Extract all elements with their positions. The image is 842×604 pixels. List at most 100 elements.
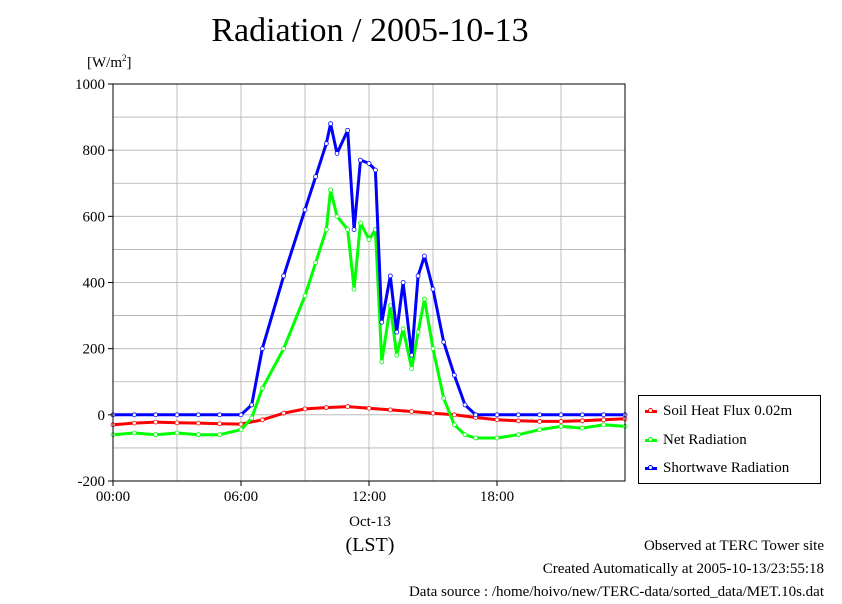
data-point [351,286,357,292]
data-point [153,412,159,418]
data-point [579,425,585,431]
data-point [451,412,457,418]
data-point [358,157,363,163]
data-point [451,372,457,378]
data-point [409,409,415,414]
y-tick-label: 0 [98,408,106,424]
footer-observed: Observed at TERC Tower site [643,538,824,554]
data-point [281,346,287,352]
data-point [195,432,201,438]
data-point [302,406,308,412]
data-point [400,280,406,285]
data-point [249,415,255,421]
data-point [601,412,607,418]
data-point [515,418,521,424]
data-point [515,412,521,418]
data-point [195,412,201,418]
y-tick-label: 800 [83,143,106,159]
data-point [131,430,137,436]
data-point [394,329,400,335]
data-point [409,366,415,371]
data-point [174,430,180,436]
data-point [494,417,500,423]
data-point [238,412,244,418]
data-point [558,412,564,418]
data-point [441,339,447,345]
data-point [323,141,329,146]
x-axis-label: (LST) [346,534,395,556]
data-point [345,404,351,409]
data-point [558,419,564,424]
data-point [409,352,415,358]
x-tick-label: 18:00 [480,489,514,505]
y-tick-label: 600 [83,209,106,225]
data-point [351,227,357,232]
data-point [379,359,385,365]
data-point [259,346,265,352]
data-point [430,410,436,416]
data-point [238,421,244,427]
data-point [451,422,457,428]
data-point [334,151,340,156]
x-tick-label: 00:00 [96,489,130,505]
data-point [494,435,500,441]
data-point [387,407,393,413]
data-point [153,432,159,438]
legend-swatch-green [645,436,657,442]
data-point [249,402,255,408]
data-point [415,273,421,279]
chart-title: Radiation / 2005-10-13 [211,12,529,49]
data-point [345,127,351,133]
data-point [174,420,180,426]
y-tick-label: 200 [83,342,106,358]
footer-created: Created Automatically at 2005-10-13/23:5… [542,561,824,577]
x-tick-label: 12:00 [352,489,386,505]
data-point [394,352,400,358]
data-point [328,121,334,127]
legend-swatch-red [645,407,657,413]
data-point [153,419,159,425]
data-point [259,417,265,423]
data-point [579,418,585,424]
data-point [537,412,543,418]
data-point [441,395,447,401]
legend-label: Shortwave Radiation [663,459,790,476]
tick-layer: -200 0 200 400 600 800 1000 00:00 06:00 12:00 18:0… [75,77,514,505]
x-tick-label: 06:00 [224,489,258,505]
data-point [174,412,180,418]
data-point [238,427,244,433]
legend-item-soil-heat-flux: Soil Heat Flux 0.02m [645,400,792,422]
legend-swatch-blue [645,464,657,470]
data-point [302,207,308,213]
data-point [358,220,363,226]
footer-source: Data source : /home/hoivo/new/TERC-data/… [408,584,824,600]
data-point [131,420,137,426]
data-point [430,286,436,292]
data-point [372,167,378,173]
data-point [400,326,406,332]
y-tick-label: -200 [78,474,106,490]
data-point [462,402,468,408]
data-point [366,237,372,242]
data-point [281,273,287,279]
data-point [494,412,500,418]
data-point [473,435,479,441]
data-point [217,412,223,418]
data-point [323,227,329,232]
data-point [515,432,521,438]
data-point [415,329,421,335]
data-point [259,385,265,391]
data-point [473,412,479,418]
footer-notes: Observed at TERC Tower site Created Auto… [409,535,824,604]
data-point [422,253,427,259]
data-point [387,303,393,309]
data-point [379,319,385,325]
data-point [313,260,319,266]
data-point [281,410,287,416]
data-point [323,405,329,410]
legend-item-net-radiation: Net Radiation [645,429,747,451]
x-date-label: Oct-13 [349,514,391,530]
data-point [601,422,607,428]
data-point [217,432,223,438]
data-point [302,293,308,299]
